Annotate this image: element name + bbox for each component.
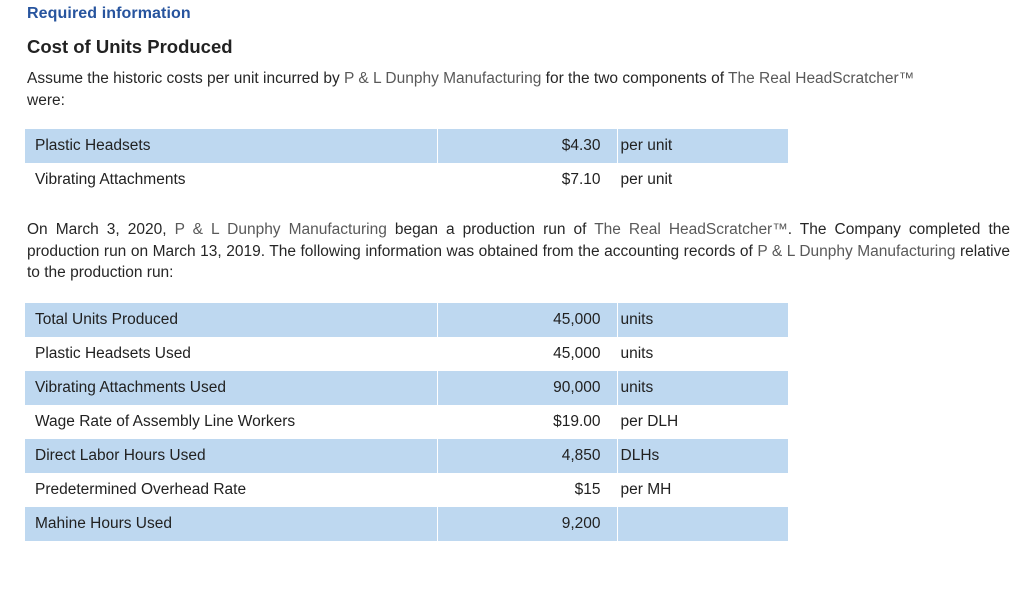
table-row: Total Units Produced 45,000 units [25,302,788,337]
table-row: Direct Labor Hours Used 4,850 DLHs [25,438,788,473]
row-label: Direct Labor Hours Used [25,438,438,473]
company-name: P & L Dunphy Manufacturing [757,242,956,260]
table-row: Mahine Hours Used 9,200 [25,506,788,541]
row-unit: per unit [620,137,673,154]
row-unit: units [620,344,654,362]
intro-text: for the two components of [541,70,729,87]
row-value: 4,850 [437,438,618,473]
row-unit: units [620,310,654,328]
intro-text: were: [27,91,65,109]
row-unit: DLHs [620,446,660,464]
unit-cost-table: Plastic Headsets $4.30 per unit Vibratin… [25,129,788,197]
production-run-paragraph: On March 3, 2020, P & L Dunphy Manufactu… [27,219,1010,284]
row-value: 9,200 [437,506,618,541]
row-label: Mahine Hours Used [25,506,438,541]
product-name: The Real HeadScratcher™ [594,221,788,238]
row-label: Vibrating Attachments Used [25,370,438,405]
row-value: 45,000 [437,302,618,337]
paragraph-text: began a production run of [386,221,595,238]
production-run-table: Total Units Produced 45,000 units Plasti… [25,302,788,541]
table-row: Predetermined Overhead Rate $15 per MH [25,472,788,507]
paragraph-text: relative to the production run: [27,242,1010,282]
paragraph-text: . The Company completed the production r… [27,221,1010,260]
table-row: Vibrating Attachments Used 90,000 units [25,370,788,405]
row-value: $7.10 [437,163,618,197]
table-row: Plastic Headsets Used 45,000 units [25,336,788,371]
table-row: Wage Rate of Assembly Line Workers $19.0… [25,404,788,439]
row-label: Plastic Headsets Used [25,336,438,371]
row-value: $4.30 [437,129,618,163]
company-name: P & L Dunphy Manufacturing [174,221,387,238]
document-body: Required information Cost of Units Produ… [0,5,1024,541]
paragraph-text: On March 3, 2020, [27,221,175,238]
row-unit: units [620,378,654,396]
row-value: $19.00 [437,404,618,439]
table-row: Vibrating Attachments $7.10 per unit [25,163,788,197]
row-value: 45,000 [437,336,618,371]
product-name: The Real HeadScratcher™ [728,70,915,87]
required-information-label: Required information [27,5,191,22]
intro-paragraph: Assume the historic costs per unit incur… [27,68,927,111]
row-unit: per MH [620,480,672,498]
row-label: Wage Rate of Assembly Line Workers [25,404,438,439]
row-label: Plastic Headsets [25,129,438,163]
company-name: P & L Dunphy Manufacturing [344,70,542,87]
row-unit [617,507,788,541]
row-value: 90,000 [437,370,618,405]
table-row: Plastic Headsets $4.30 per unit [25,129,788,163]
row-unit: per DLH [620,412,679,430]
row-value: $15 [437,472,618,507]
page-title: Cost of Units Produced [27,36,233,57]
intro-text: Assume the historic costs per unit incur… [27,70,345,87]
row-label: Vibrating Attachments [25,163,438,197]
row-unit: per unit [620,171,673,188]
row-label: Predetermined Overhead Rate [25,472,438,507]
row-label: Total Units Produced [25,302,438,337]
